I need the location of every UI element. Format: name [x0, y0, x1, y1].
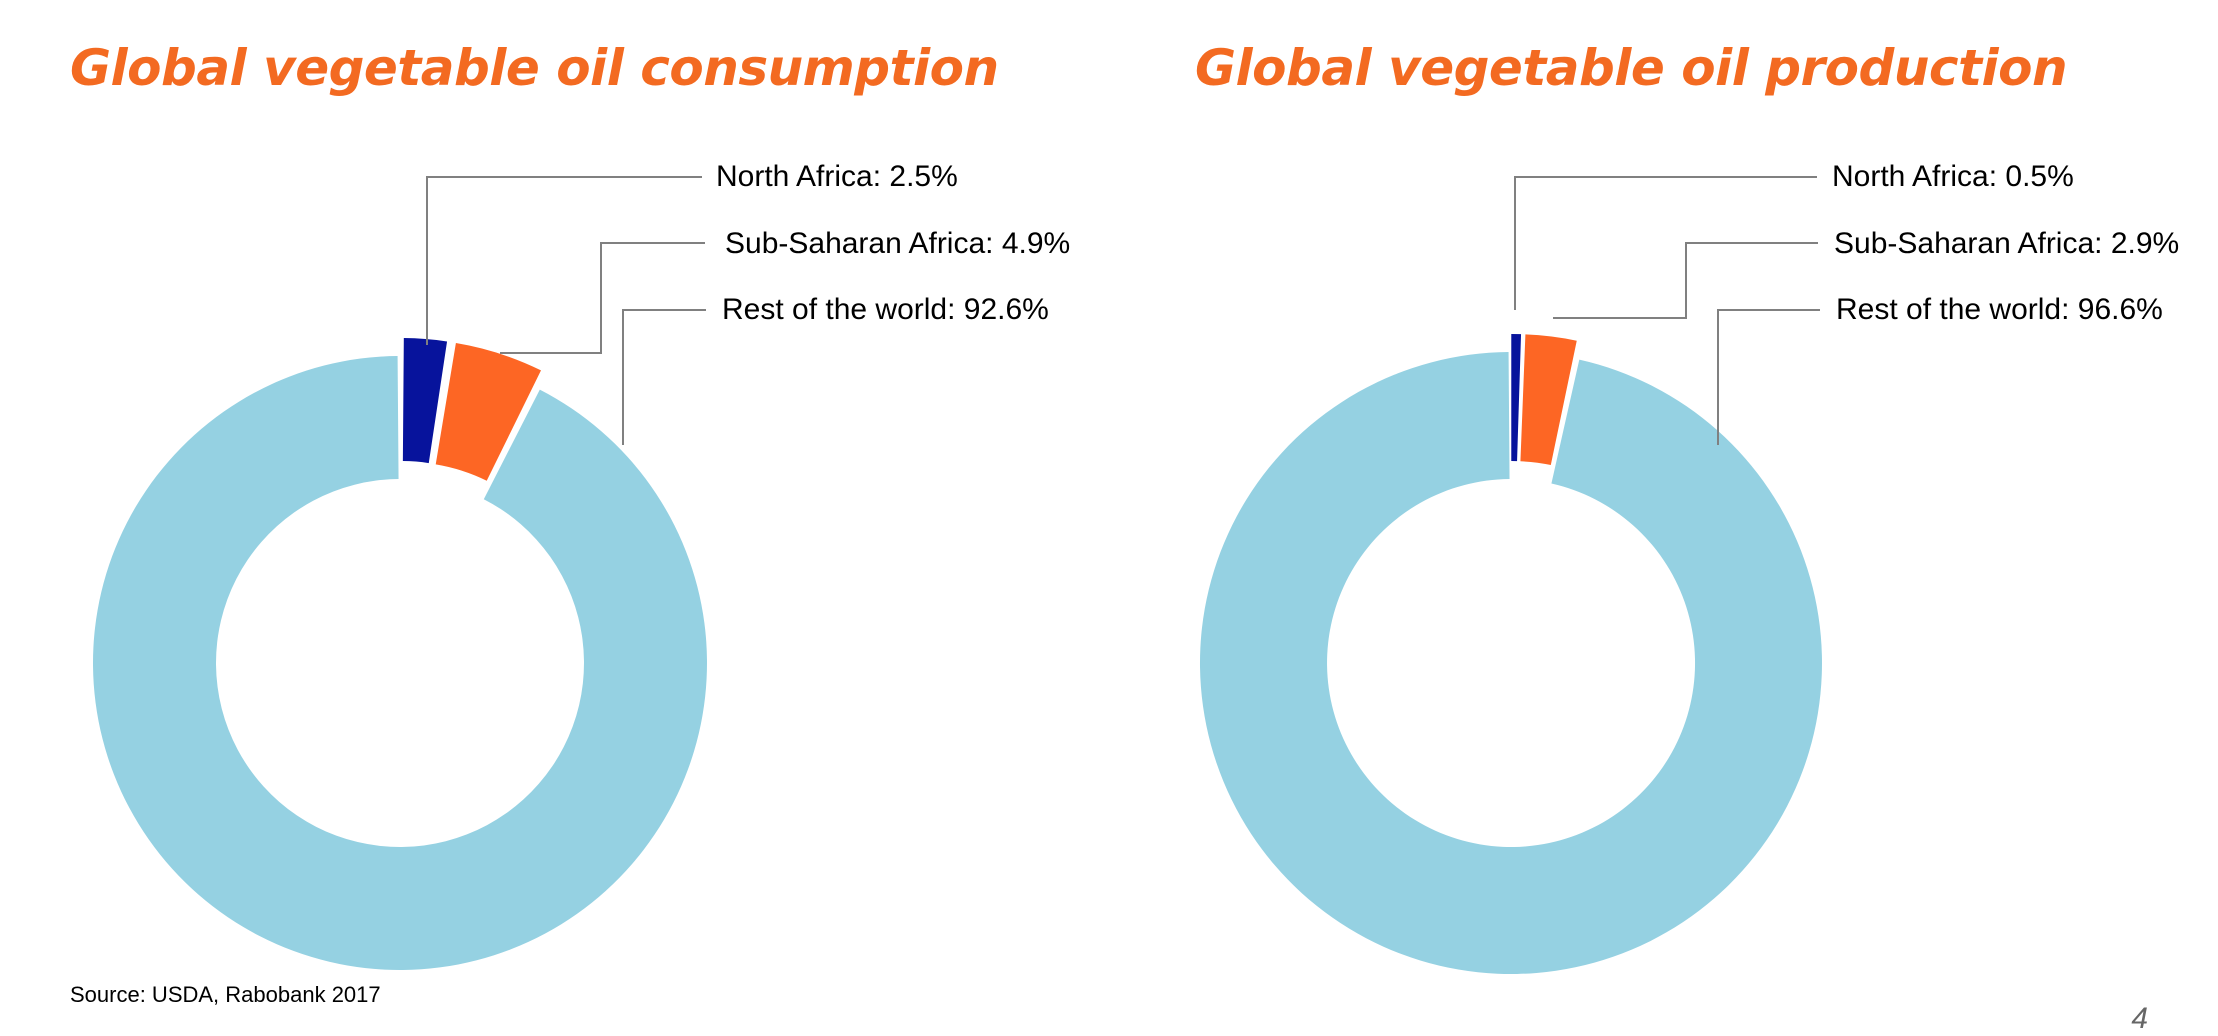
consumption-leader-line-north-africa [426, 176, 702, 345]
consumption-data-label-rest-of-world: Rest of the world: 92.6% [722, 293, 1049, 326]
consumption-slice-sub-saharan-africa [435, 343, 541, 481]
consumption-chart-title: Global vegetable oil consumption [70, 39, 999, 97]
production-chart-title: Global vegetable oil production [1195, 39, 2068, 97]
consumption-donut-chart: North Africa: 2.5% Sub-Saharan Africa: 4.… [92, 160, 1070, 971]
production-leader-line-sub-saharan-africa [1553, 242, 1818, 319]
production-data-label-north-africa: North Africa: 0.5% [1832, 160, 2074, 193]
consumption-leader-line-rest-of-world [622, 309, 706, 445]
production-slice-rest-of-world [1199, 352, 1822, 975]
consumption-data-label-north-africa: North Africa: 2.5% [716, 160, 958, 193]
consumption-slice-rest-of-world [92, 356, 707, 971]
production-leader-line-rest-of-world [1717, 309, 1820, 445]
source-note: Source: USDA, Rabobank 2017 [70, 982, 381, 1007]
consumption-leader-line-sub-saharan-africa [500, 242, 705, 354]
consumption-slice-north-africa [402, 338, 448, 464]
production-leader-line-north-africa [1514, 176, 1817, 310]
production-donut-chart: North Africa: 0.5% Sub-Saharan Africa: 2.… [1199, 160, 2179, 975]
page-number: 4 [2131, 1002, 2148, 1035]
consumption-data-label-sub-saharan-africa: Sub-Saharan Africa: 4.9% [725, 227, 1070, 260]
production-slice-sub-saharan-africa [1520, 334, 1577, 466]
production-slice-north-africa [1511, 334, 1522, 462]
production-data-label-rest-of-world: Rest of the world: 96.6% [1836, 293, 2163, 326]
production-data-label-sub-saharan-africa: Sub-Saharan Africa: 2.9% [1834, 227, 2179, 260]
